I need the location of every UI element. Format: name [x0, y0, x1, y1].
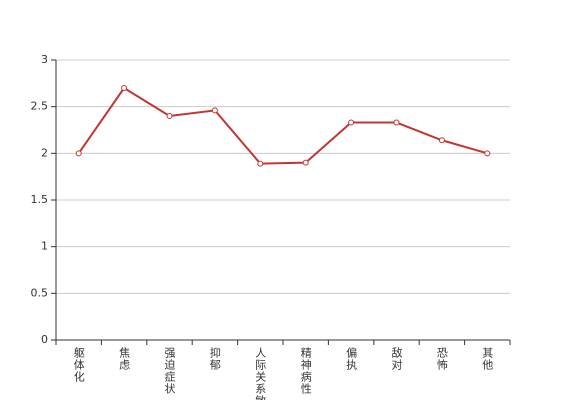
x-tick-label: 恐怖: [435, 347, 448, 371]
x-tick-label: 精神病性: [299, 347, 312, 395]
y-tick-label: 0.5: [31, 286, 49, 299]
line: [77, 86, 488, 165]
x-tick-label: 敌对: [390, 346, 403, 371]
x-tick-label: 人际关系敏感: [254, 347, 267, 400]
point: [211, 107, 218, 114]
point: [348, 119, 355, 126]
y-tick-label: 0: [41, 333, 48, 346]
point: [166, 113, 173, 119]
x-tick-label: 偏执: [345, 346, 358, 371]
y-tick-label: 2.5: [31, 100, 49, 113]
point: [302, 159, 309, 166]
point: [438, 137, 445, 144]
x-tick-label: 躯体化: [72, 347, 85, 383]
y-tick-label: 1: [41, 240, 48, 253]
point: [75, 150, 82, 157]
y-tick-label: 2: [41, 146, 48, 159]
y-tick-label: 3: [41, 53, 48, 66]
point: [393, 119, 400, 126]
point: [121, 85, 128, 91]
x-tick-label: 其他: [481, 347, 494, 371]
y-tick-label: 1.5: [31, 193, 49, 206]
x-tick-label: 焦虑: [118, 347, 131, 371]
x-tick-label: 抑郁: [208, 346, 221, 371]
point: [484, 150, 491, 157]
x-tick-label: 强迫症状: [163, 347, 176, 395]
point: [257, 160, 264, 167]
